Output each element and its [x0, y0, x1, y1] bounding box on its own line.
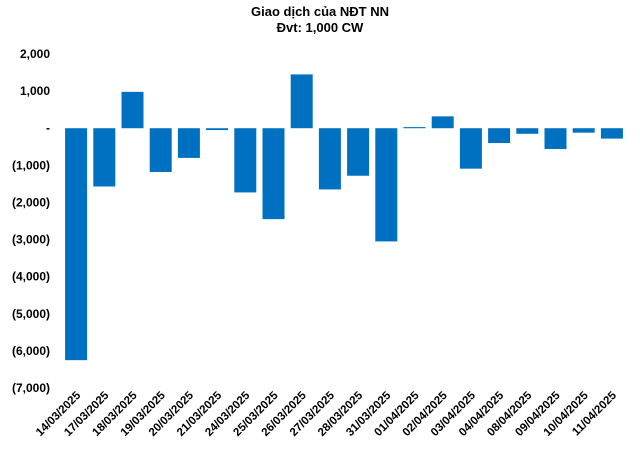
- bar: [93, 128, 116, 187]
- bar: [177, 128, 200, 158]
- bar: [516, 128, 539, 134]
- chart-title-block: Giao dịch của NĐT NN Đvt: 1,000 CW: [0, 4, 640, 36]
- y-tick-label: 1,000: [20, 84, 50, 98]
- chart-subtitle: Đvt: 1,000 CW: [276, 20, 364, 35]
- bar: [544, 128, 567, 149]
- bar: [121, 91, 144, 129]
- y-tick-label: (5,000): [12, 307, 50, 321]
- bar: [206, 128, 229, 131]
- bar: [431, 116, 454, 129]
- y-tick-label: (3,000): [12, 233, 50, 247]
- y-tick-label: (4,000): [12, 270, 50, 284]
- y-tick-label: (2,000): [12, 195, 50, 209]
- bar: [318, 128, 341, 190]
- y-tick-label: (6,000): [12, 344, 50, 358]
- y-tick-label: (1,000): [12, 158, 50, 172]
- y-tick-label: 2,000: [20, 47, 50, 61]
- bar: [375, 128, 398, 242]
- bar: [234, 128, 257, 193]
- chart-title: Giao dịch của NĐT NN: [251, 4, 389, 19]
- bar: [262, 128, 285, 220]
- bar: [65, 128, 88, 361]
- bar: [459, 128, 482, 169]
- bar: [149, 128, 172, 173]
- bar: [572, 128, 595, 133]
- bar: [290, 74, 313, 129]
- y-tick-label: (7,000): [12, 381, 50, 395]
- bar: [403, 127, 426, 129]
- bar: [600, 128, 623, 139]
- y-tick-label: -: [46, 121, 50, 135]
- bar: [347, 128, 370, 176]
- bar: [488, 128, 511, 144]
